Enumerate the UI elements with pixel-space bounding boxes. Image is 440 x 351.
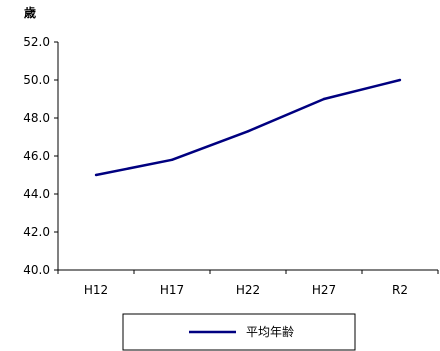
y-tick-label: 44.0 [23, 187, 50, 201]
legend-box [122, 313, 356, 351]
legend: 平均年齢 [122, 313, 356, 351]
y-tick-label: 40.0 [23, 263, 50, 277]
data-point [322, 97, 326, 101]
y-unit-label: 歳 [24, 5, 36, 20]
x-tick-label: H22 [236, 283, 260, 297]
legend-label: 平均年齢 [246, 324, 294, 339]
data-point [246, 130, 250, 133]
y-tick-label: 52.0 [23, 35, 50, 49]
y-tick-label: 42.0 [23, 225, 50, 239]
series-layer [94, 78, 402, 177]
series-line [95, 78, 401, 177]
x-tick-label: R2 [392, 283, 408, 297]
y-tick-label: 50.0 [23, 73, 50, 87]
x-ticks: H12 H17 H22 H27 R2 [57, 270, 439, 297]
x-tick-label: H27 [312, 283, 336, 297]
data-point [398, 78, 402, 82]
x-tick-label: H12 [84, 283, 108, 297]
data-point [94, 173, 98, 177]
data-point [170, 158, 174, 161]
y-ticks: 40.0 42.0 44.0 46.0 48.0 50.0 52.0 [23, 35, 58, 277]
y-tick-label: 48.0 [23, 111, 50, 125]
x-tick-label: H17 [160, 283, 184, 297]
y-tick-label: 46.0 [23, 149, 50, 163]
